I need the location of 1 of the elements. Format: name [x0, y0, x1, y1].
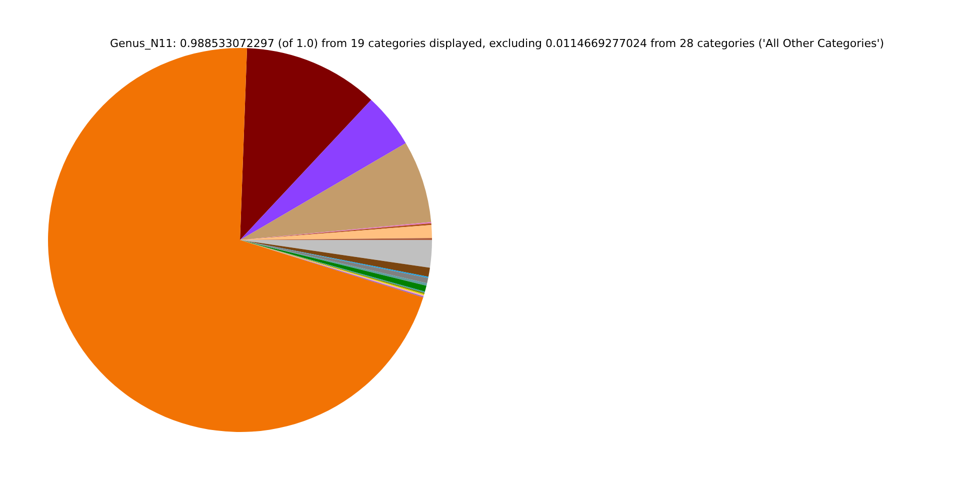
text: Genus_N11: 0.988533072297 (of 1.0) from 19 categories displayed, excluding 0.0114669277024 from 28 categories ('All Other Categories') [110, 37, 884, 50]
